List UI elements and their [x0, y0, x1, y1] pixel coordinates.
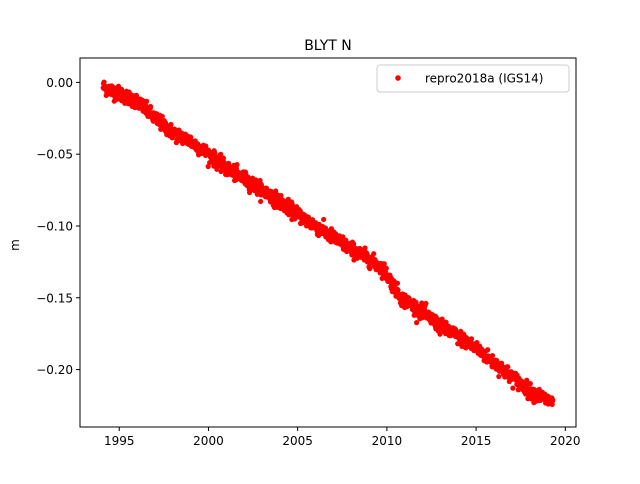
- data-point: [395, 287, 401, 293]
- data-point: [485, 347, 491, 353]
- data-point: [524, 377, 530, 383]
- data-point: [510, 385, 516, 391]
- y-tick-label: 0.00: [46, 76, 73, 90]
- data-point: [220, 155, 227, 161]
- data-point: [278, 192, 284, 199]
- x-tick-label: 2000: [193, 434, 224, 448]
- data-point: [258, 198, 264, 205]
- data-point: [367, 266, 373, 272]
- y-axis-ticks: 0.00 −0.05 −0.10 −0.15 −0.20: [36, 76, 80, 377]
- data-point: [381, 261, 387, 267]
- legend-label: repro2018a (IGS14): [425, 72, 543, 86]
- x-tick-label: 2005: [282, 434, 313, 448]
- y-tick-label: −0.20: [36, 363, 73, 377]
- data-point: [394, 280, 401, 286]
- data-point: [414, 320, 420, 326]
- data-point: [246, 189, 253, 196]
- data-point: [362, 245, 368, 251]
- x-tick-label: 2010: [372, 434, 403, 448]
- data-point: [550, 397, 556, 403]
- data-point: [144, 98, 150, 104]
- data-point: [168, 121, 174, 128]
- data-point: [147, 103, 154, 110]
- data-point: [203, 143, 209, 149]
- x-tick-label: 2020: [550, 434, 581, 448]
- data-point: [443, 319, 449, 325]
- data-point: [423, 300, 429, 307]
- y-axis-label: m: [8, 239, 22, 251]
- x-tick-label: 1995: [104, 434, 135, 448]
- data-point: [527, 381, 533, 387]
- data-point: [321, 216, 327, 223]
- data-point: [474, 339, 480, 346]
- chart-title: BLYT N: [304, 38, 352, 54]
- data-point: [218, 151, 224, 157]
- data-point: [505, 364, 511, 370]
- data-point: [159, 113, 165, 120]
- legend-marker: [395, 75, 401, 81]
- data-point: [437, 331, 443, 337]
- plot-frame: [79, 57, 577, 428]
- data-point: [234, 162, 240, 168]
- y-tick-label: −0.05: [36, 148, 73, 162]
- x-axis-ticks: 1995 2000 2005 2010 2015 2020: [104, 427, 581, 448]
- y-tick-label: −0.15: [36, 291, 73, 305]
- x-tick-label: 2015: [461, 434, 492, 448]
- data-point: [371, 251, 377, 257]
- data-point: [383, 265, 389, 271]
- y-tick-label: −0.10: [36, 219, 73, 233]
- data-point: [496, 373, 502, 380]
- data-point: [351, 241, 357, 247]
- data-point: [419, 300, 425, 306]
- data-point: [489, 352, 496, 359]
- data-point: [101, 79, 107, 85]
- data-point: [188, 134, 194, 140]
- data-points: [100, 79, 556, 407]
- data-point: [233, 177, 239, 183]
- data-point: [468, 336, 475, 342]
- legend: repro2018a (IGS14): [376, 64, 570, 93]
- legend-box: [376, 64, 570, 93]
